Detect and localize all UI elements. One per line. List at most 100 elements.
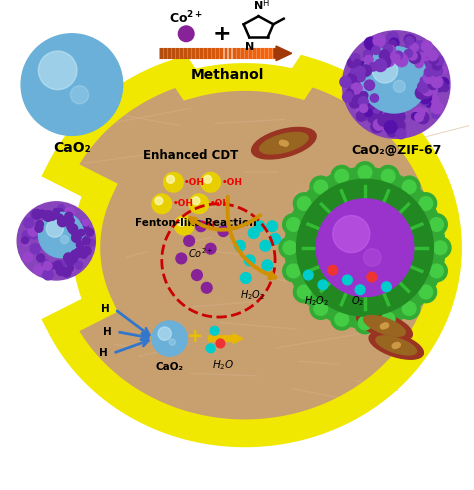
Circle shape — [381, 50, 390, 60]
Text: •OH: •OH — [173, 199, 193, 208]
Text: $\mathbf{Co^{2+}}$: $\mathbf{Co^{2+}}$ — [169, 10, 203, 26]
Circle shape — [419, 92, 431, 104]
Circle shape — [383, 121, 395, 133]
Text: Enhanced CDT: Enhanced CDT — [144, 149, 239, 162]
Circle shape — [431, 102, 443, 114]
Circle shape — [293, 281, 315, 303]
Circle shape — [360, 92, 368, 99]
Circle shape — [433, 80, 446, 92]
Circle shape — [414, 41, 426, 53]
Circle shape — [374, 119, 384, 130]
Circle shape — [418, 81, 429, 93]
Text: N: N — [245, 42, 254, 52]
Circle shape — [254, 221, 265, 232]
Circle shape — [43, 270, 53, 280]
Circle shape — [23, 252, 33, 262]
Circle shape — [216, 339, 225, 348]
Circle shape — [379, 50, 390, 60]
Circle shape — [297, 285, 311, 299]
Circle shape — [82, 237, 90, 245]
Circle shape — [192, 197, 200, 205]
Circle shape — [386, 46, 395, 55]
Circle shape — [355, 285, 365, 294]
Circle shape — [420, 96, 429, 105]
Text: $H_2O$: $H_2O$ — [212, 358, 235, 372]
Circle shape — [358, 88, 368, 98]
Circle shape — [402, 302, 416, 316]
Circle shape — [429, 55, 438, 64]
Circle shape — [240, 272, 251, 283]
Circle shape — [417, 53, 426, 62]
Circle shape — [365, 64, 374, 72]
Circle shape — [235, 241, 246, 251]
Circle shape — [377, 309, 399, 330]
Circle shape — [399, 176, 420, 197]
Circle shape — [438, 77, 449, 88]
Circle shape — [331, 309, 353, 330]
Circle shape — [76, 241, 83, 248]
Text: •OH: •OH — [184, 178, 205, 187]
Circle shape — [416, 58, 426, 69]
Circle shape — [351, 53, 360, 62]
Circle shape — [77, 239, 83, 245]
Circle shape — [178, 26, 194, 42]
Circle shape — [152, 194, 172, 214]
Circle shape — [368, 102, 375, 110]
Circle shape — [280, 140, 284, 145]
Circle shape — [348, 87, 356, 95]
Circle shape — [303, 270, 313, 280]
Circle shape — [62, 209, 70, 217]
Circle shape — [378, 115, 389, 126]
Circle shape — [174, 216, 194, 235]
Circle shape — [68, 224, 78, 234]
Circle shape — [353, 71, 364, 82]
Circle shape — [434, 56, 443, 65]
Circle shape — [402, 180, 416, 194]
Circle shape — [373, 35, 385, 47]
Circle shape — [394, 48, 404, 58]
Circle shape — [429, 237, 451, 258]
Circle shape — [404, 34, 413, 44]
Circle shape — [421, 63, 433, 74]
Circle shape — [377, 166, 399, 187]
Circle shape — [287, 264, 300, 278]
Circle shape — [82, 246, 91, 254]
Circle shape — [356, 111, 366, 121]
Circle shape — [393, 120, 405, 131]
Circle shape — [410, 43, 419, 51]
Circle shape — [359, 67, 366, 74]
Circle shape — [75, 262, 82, 269]
Circle shape — [335, 170, 348, 183]
Circle shape — [432, 69, 439, 76]
Circle shape — [384, 109, 394, 119]
Circle shape — [433, 66, 443, 76]
Circle shape — [372, 113, 383, 125]
Circle shape — [17, 202, 95, 280]
Circle shape — [409, 51, 420, 63]
Circle shape — [380, 110, 392, 122]
Circle shape — [381, 324, 385, 329]
Circle shape — [394, 52, 406, 65]
Circle shape — [433, 241, 447, 255]
Circle shape — [383, 123, 391, 131]
Circle shape — [373, 55, 381, 64]
Circle shape — [381, 324, 386, 329]
Circle shape — [206, 344, 215, 353]
Circle shape — [85, 242, 91, 248]
Circle shape — [328, 265, 337, 275]
Circle shape — [382, 282, 392, 292]
Circle shape — [424, 78, 433, 87]
Ellipse shape — [376, 336, 417, 355]
Circle shape — [404, 44, 416, 55]
Circle shape — [387, 32, 399, 44]
Circle shape — [78, 222, 84, 229]
Circle shape — [31, 211, 38, 218]
Text: N: N — [254, 1, 263, 11]
Circle shape — [368, 113, 378, 123]
Circle shape — [430, 96, 439, 104]
Circle shape — [42, 260, 49, 267]
Circle shape — [347, 73, 358, 83]
Circle shape — [361, 47, 428, 113]
Circle shape — [422, 57, 430, 65]
Circle shape — [389, 122, 401, 133]
